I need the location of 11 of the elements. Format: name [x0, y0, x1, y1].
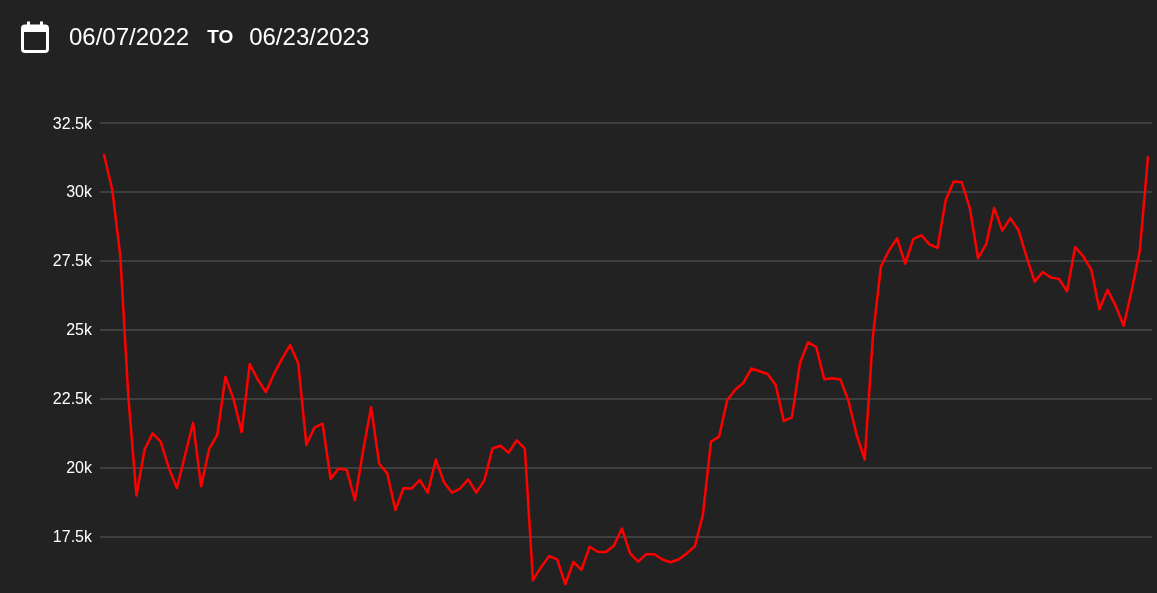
text: 06/07/2022	[69, 22, 190, 52]
y-tick-label: 22.5k	[52, 390, 93, 408]
y-tick-label: 17.5k	[52, 528, 93, 546]
y-tick-label: 30k	[66, 183, 93, 201]
y-tick-label: 20k	[66, 459, 93, 477]
line-series	[102, 153, 1150, 586]
text: 06/23/2023	[249, 22, 370, 52]
y-tick-label: 27.5k	[52, 252, 93, 270]
y-tick-label: 25k	[66, 321, 93, 339]
y-tick-label: 32.5k	[52, 114, 93, 132]
text: TO	[207, 25, 234, 49]
